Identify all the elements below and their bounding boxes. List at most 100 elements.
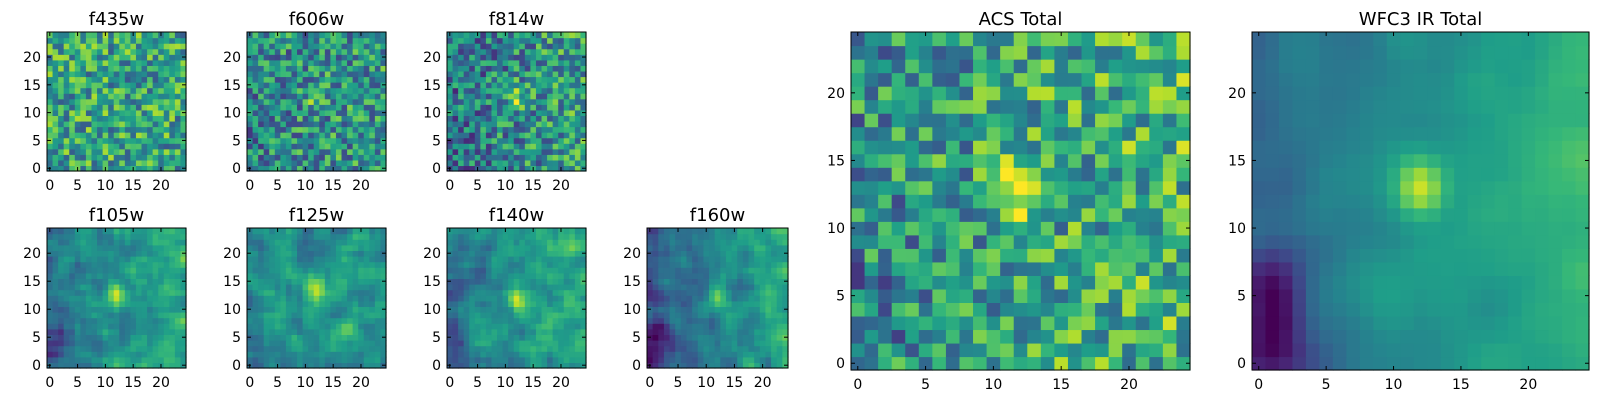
heatmap-cell <box>714 295 721 302</box>
heatmap-cell <box>380 345 387 352</box>
heatmap-cell <box>274 323 281 330</box>
heatmap-cell <box>552 312 559 319</box>
heatmap-cell <box>169 244 176 251</box>
heatmap-cell <box>180 351 187 358</box>
heatmap-cell <box>58 148 65 155</box>
heatmap-cell <box>269 70 276 78</box>
y-tick-label: 15 <box>423 274 441 290</box>
heatmap-cell <box>330 334 337 341</box>
heatmap-cell <box>569 115 576 122</box>
heatmap-cell <box>335 109 343 116</box>
heatmap-cell <box>258 306 265 313</box>
heatmap-cell <box>541 87 548 94</box>
heatmap-cell <box>524 345 531 352</box>
heatmap-cell <box>252 300 259 307</box>
heatmap-cell <box>530 284 537 291</box>
heatmap-cell <box>91 154 98 161</box>
heatmap-cell <box>91 340 98 347</box>
heatmap-cell <box>324 76 331 83</box>
heatmap-cell <box>932 194 947 209</box>
heatmap-cell <box>319 43 326 50</box>
heatmap-cell <box>458 148 465 155</box>
y-tick-label: 5 <box>232 133 241 149</box>
heatmap-cell <box>124 70 131 78</box>
heatmap-cell <box>692 356 699 363</box>
heatmap-cell <box>135 65 143 72</box>
heatmap-cell <box>1081 194 1096 209</box>
heatmap-cell <box>80 228 87 235</box>
heatmap-cell <box>135 239 143 246</box>
heatmap-cell <box>91 345 98 352</box>
heatmap-cell <box>152 37 159 44</box>
heatmap-cell <box>274 54 281 61</box>
heatmap-cell <box>97 98 104 105</box>
heatmap-cell <box>485 93 493 100</box>
heatmap-cell <box>358 295 365 302</box>
heatmap-cell <box>69 362 76 369</box>
heatmap-cell <box>1067 302 1083 317</box>
heatmap-cell <box>74 148 81 155</box>
heatmap-cell <box>580 148 587 155</box>
heatmap-cell <box>91 54 98 61</box>
heatmap-cell <box>291 233 298 240</box>
heatmap-cell <box>480 244 487 251</box>
heatmap-cell <box>324 295 331 302</box>
heatmap-cell <box>737 228 744 235</box>
heatmap-cell <box>85 43 93 50</box>
heatmap-cell <box>308 104 315 111</box>
heatmap-cell <box>658 272 665 279</box>
heatmap-cell <box>535 272 543 279</box>
heatmap-cell <box>547 48 554 55</box>
heatmap-cell <box>341 340 348 347</box>
heatmap-cell <box>558 154 565 161</box>
heatmap-cell <box>147 272 154 279</box>
heatmap-cell <box>458 154 465 161</box>
heatmap-cell <box>563 323 570 330</box>
heatmap-cell <box>341 120 348 128</box>
heatmap-cell <box>119 351 126 358</box>
heatmap-cell <box>63 54 70 61</box>
heatmap-cell <box>47 340 54 347</box>
heatmap-cell <box>541 300 548 307</box>
heatmap-cell <box>535 148 543 155</box>
heatmap-cell <box>748 267 755 274</box>
heatmap-cell <box>547 32 554 39</box>
heatmap-cell <box>285 250 293 257</box>
heatmap-cell <box>686 317 693 324</box>
heatmap-cell <box>147 256 154 263</box>
heatmap-cell <box>742 356 750 363</box>
heatmap-cell <box>163 323 170 330</box>
heatmap-cell <box>297 37 304 44</box>
heatmap-cell <box>574 317 582 324</box>
heatmap-cell <box>158 233 165 240</box>
heatmap-cell <box>341 59 348 66</box>
heatmap-cell <box>469 244 476 251</box>
heatmap-cell <box>152 272 159 279</box>
heatmap-cell <box>458 267 465 274</box>
heatmap-cell <box>97 356 104 363</box>
heatmap-cell <box>91 65 98 72</box>
heatmap-cell <box>130 70 137 78</box>
heatmap-cell <box>135 126 143 133</box>
heatmap-cell <box>169 323 176 330</box>
heatmap-cell <box>480 43 487 50</box>
heatmap-cell <box>1149 167 1164 182</box>
heatmap-cell <box>524 98 531 105</box>
heatmap-cell <box>563 261 570 268</box>
heatmap-cell <box>374 284 382 291</box>
heatmap-cell <box>932 153 947 168</box>
heatmap-cell <box>58 345 65 352</box>
heatmap-cell <box>297 159 304 167</box>
heatmap-cell <box>680 351 688 358</box>
heatmap-cell <box>313 37 320 44</box>
heatmap-cell <box>574 244 582 251</box>
heatmap-cell <box>124 65 131 72</box>
heatmap-cell <box>959 315 974 331</box>
heatmap-cell <box>580 120 587 128</box>
heatmap-cell <box>124 306 131 313</box>
heatmap-cell <box>108 284 115 291</box>
heatmap-cell <box>80 48 87 55</box>
heatmap-cell <box>102 126 109 133</box>
heatmap-cell <box>347 65 354 72</box>
heatmap-cell <box>274 289 281 296</box>
